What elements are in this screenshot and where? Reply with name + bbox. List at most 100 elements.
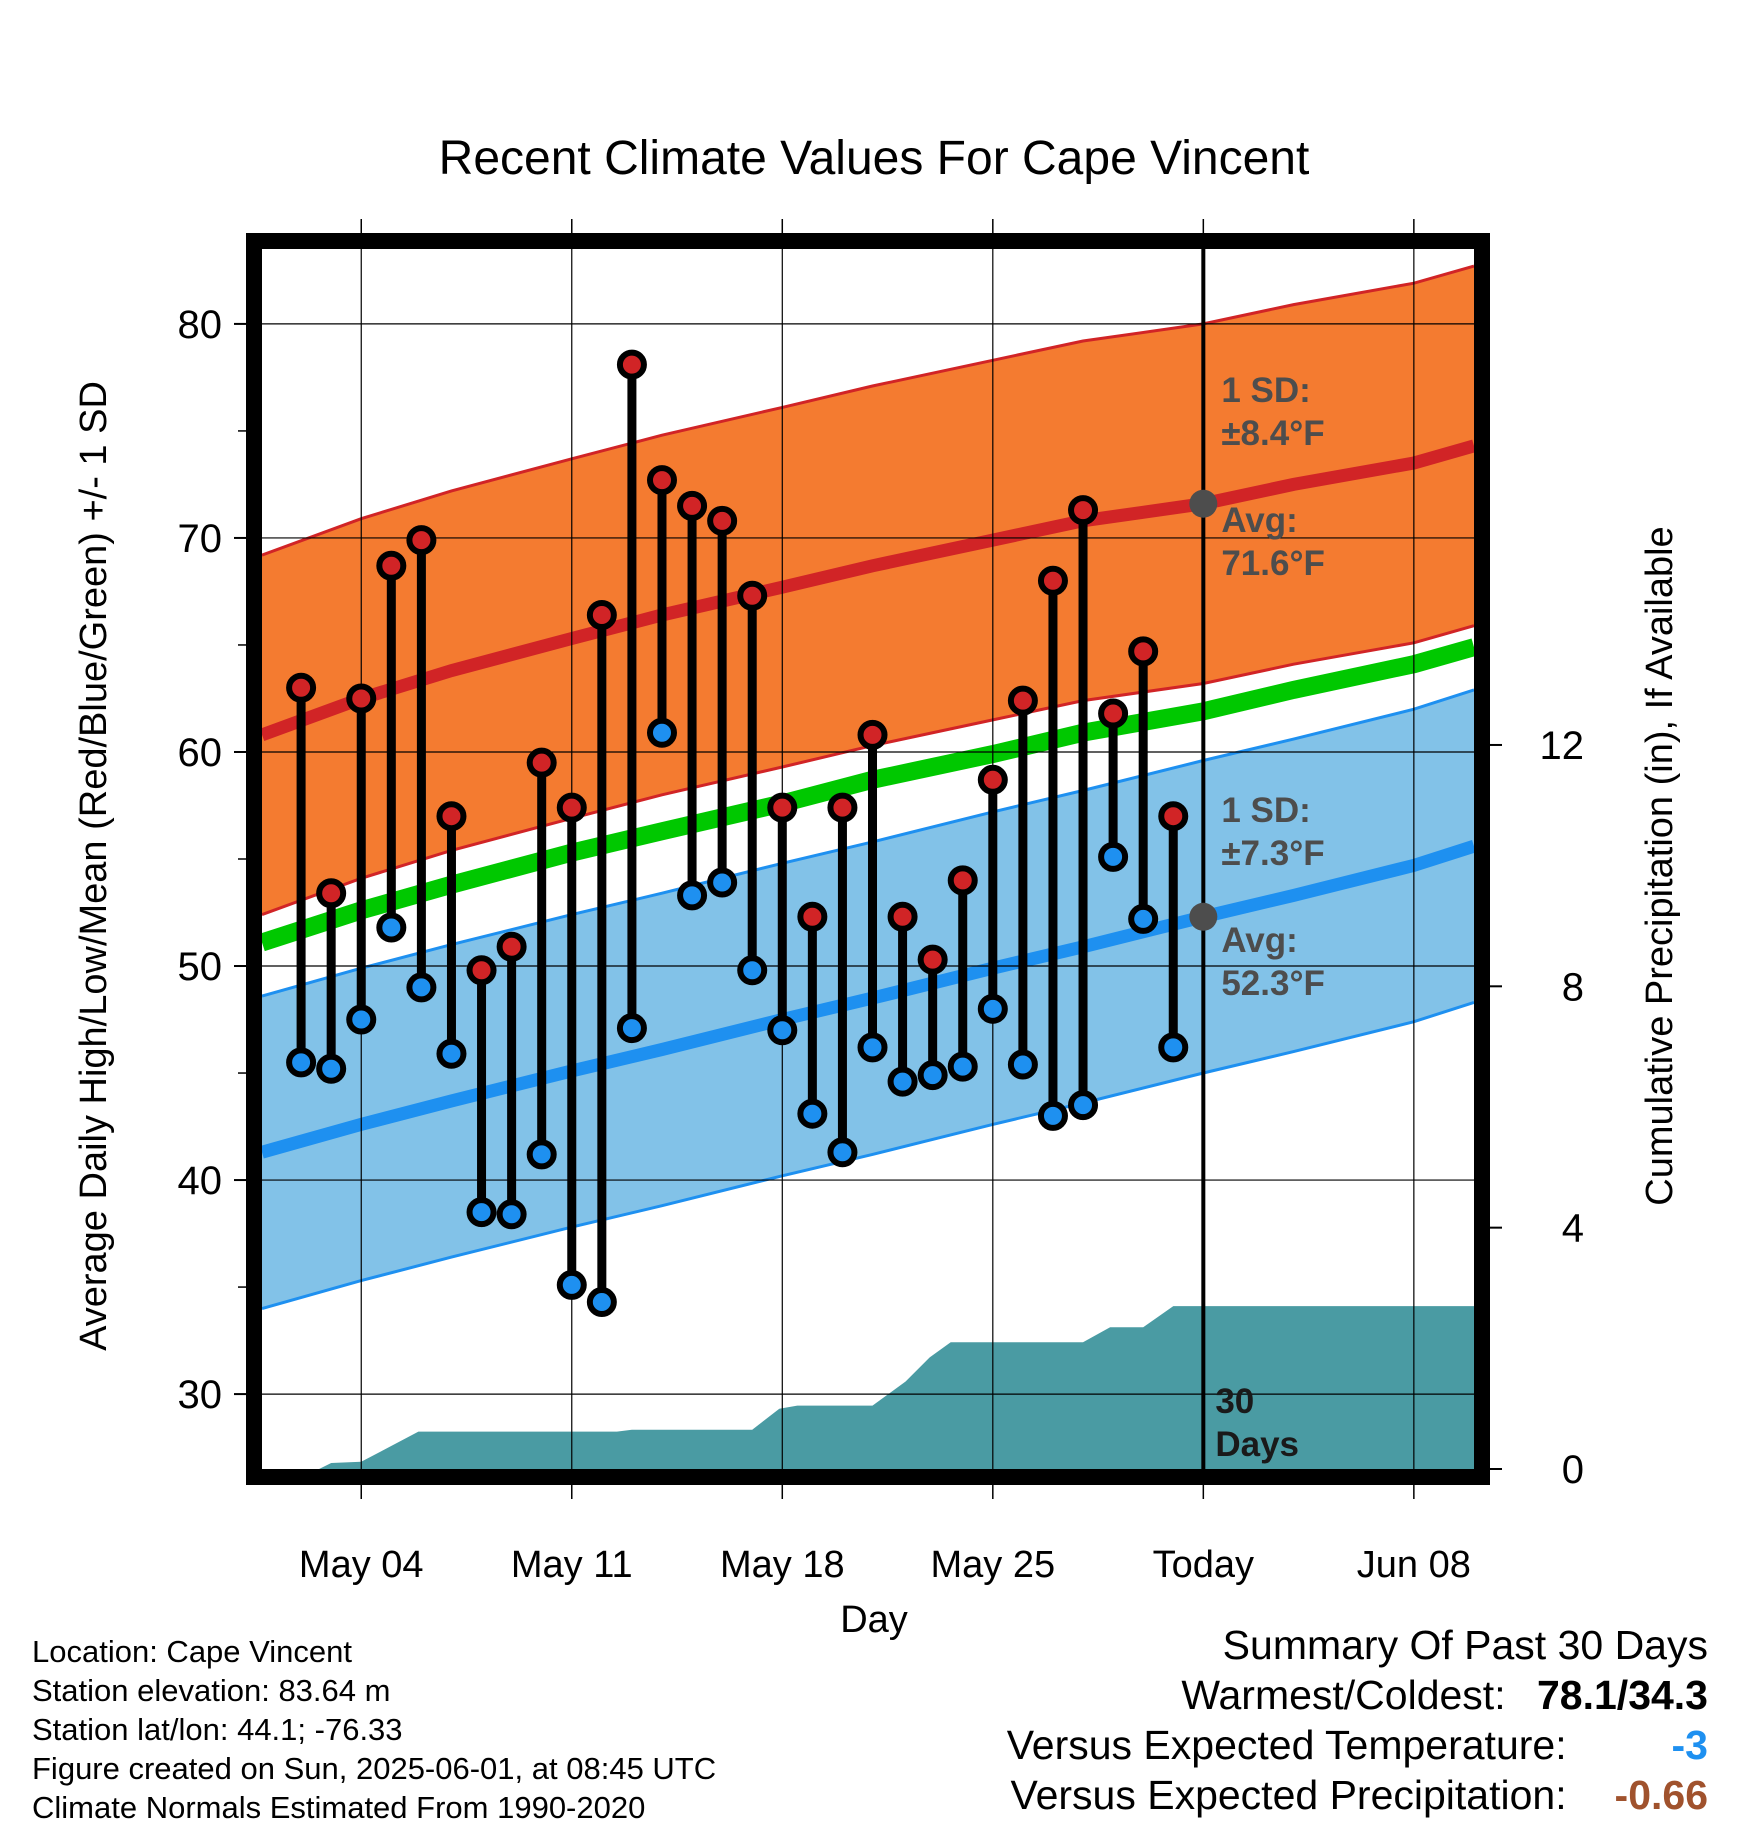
x-tick-label: May 11 [511,1544,633,1586]
obs-low-point [1068,1090,1099,1121]
y2-axis-label: Cumulative Precipitation (in), If Availa… [1639,526,1681,1205]
plot-area: 1 SD: ±8.4°F Avg: 71.6°F 1 SD: ±7.3°F Avg: 52.3… [178,219,1585,1586]
obs-high-point [646,465,677,496]
obs-high-point [1007,685,1038,716]
x-tick-label: Jun 08 [1357,1544,1471,1586]
precip-days-number: 30 [1215,1382,1254,1421]
obs-low-point [677,880,708,911]
summary-temp: Versus Expected Temperature: -3 [1007,1720,1708,1770]
obs-high-point [1098,698,1129,729]
chart-title: Recent Climate Values For Cape Vincent [439,132,1310,185]
obs-low-point [977,993,1008,1024]
obs-low-point [827,1137,858,1168]
obs-low-point [406,972,437,1003]
high-band-upper-edge [262,264,1474,557]
x-tick-label: May 25 [930,1544,1055,1586]
obs-low-point [1037,1100,1068,1131]
obs-low-point [466,1197,497,1228]
low-avg-value: 52.3°F [1221,964,1325,1003]
low-sd-value: ±7.3°F [1221,834,1324,873]
low-avg-label: Avg: [1221,921,1297,960]
summary-precip: Versus Expected Precipitation: -0.66 [1007,1770,1709,1820]
warm-cold-label: Warmest/Coldest: [1181,1672,1506,1718]
obs-low-point [917,1060,948,1091]
x-tick-label: May 18 [720,1544,845,1586]
low-sd-label: 1 SD: [1221,791,1310,830]
obs-low-point [1098,841,1129,872]
y-tick-label: 80 [178,303,223,347]
obs-high-point [1068,495,1099,526]
obs-high-point [436,801,467,832]
temp-value: -3 [1671,1722,1708,1768]
obs-high-point [526,747,557,778]
obs-low-point [376,912,407,943]
obs-low-point [496,1199,527,1230]
y2-tick-label: 12 [1540,724,1585,768]
obs-high-point [1128,636,1159,667]
obs-high-point [586,600,617,630]
obs-low-point [316,1053,347,1084]
location-text: Location: Cape Vincent [32,1634,352,1669]
y2-tick-label: 0 [1562,1448,1584,1492]
obs-high-point [767,792,798,823]
obs-high-point [346,683,377,714]
obs-low-point [767,1015,798,1046]
obs-high-point [977,764,1008,795]
obs-high-point [1037,565,1068,596]
obs-low-point [556,1269,587,1300]
precip-area [262,1306,1474,1469]
obs-high-point [496,931,527,962]
latlon-text: Station lat/lon: 44.1; -76.33 [32,1712,403,1747]
obs-low-point [616,1013,647,1044]
obs-low-point [586,1287,617,1318]
obs-low-point [947,1051,978,1082]
x-tick-label: Today [1153,1544,1254,1586]
obs-low-point [737,955,768,986]
created-text: Figure created on Sun, 2025-06-01, at 08… [32,1751,717,1786]
precip-value: -0.66 [1614,1772,1708,1818]
obs-high-point [917,944,948,975]
obs-high-point [887,901,918,932]
avg-high-line [262,439,1474,742]
obs-high-point [556,792,587,823]
obs-high-point [406,525,437,556]
obs-high-point [466,955,497,986]
obs-high-point [857,719,888,750]
obs-low-point [797,1098,828,1129]
obs-low-point [646,717,677,748]
temp-label: Versus Expected Temperature: [1006,1722,1567,1768]
obs-low-point [857,1032,888,1063]
obs-low-point [887,1066,918,1097]
summary-warm-cold: Warmest/Coldest: 78.1/34.3 [1007,1670,1708,1720]
obs-high-point [286,672,317,703]
obs-low-point [436,1038,467,1069]
obs-low-point [1158,1032,1189,1063]
elevation-text: Station elevation: 83.64 m [32,1673,391,1708]
y-tick-label: 40 [178,1159,223,1203]
high-avg-label: Avg: [1221,501,1297,540]
precip-days-label: Days [1215,1425,1299,1464]
obs-high-point [707,505,738,536]
obs-high-point [737,580,768,611]
y2-tick-label: 8 [1562,965,1584,1009]
obs-high-point [947,865,978,896]
obs-high-point [316,878,347,909]
x-tick-label: May 04 [299,1544,424,1586]
low-band-lower-edge [262,1000,1474,1310]
high-avg-value: 71.6°F [1221,544,1325,583]
obs-low-point [1007,1049,1038,1080]
y-tick-label: 70 [178,517,223,561]
summary-panel: Summary Of Past 30 Days Warmest/Coldest:… [1007,1620,1708,1820]
plot-frame [246,233,1490,1485]
obs-high-point [677,490,708,521]
y-tick-label: 50 [178,945,223,989]
y-axis-label: Average Daily High/Low/Mean (Red/Blue/Gr… [73,381,115,1351]
obs-low-point [526,1139,557,1170]
normals-text: Climate Normals Estimated From 1990-2020 [32,1790,646,1825]
obs-high-point [616,349,647,380]
station-info: Location: Cape Vincent Station elevation… [32,1632,716,1827]
today-avg-low-marker [1189,902,1218,931]
high-sd-label: 1 SD: [1221,371,1310,410]
obs-high-point [797,901,828,932]
